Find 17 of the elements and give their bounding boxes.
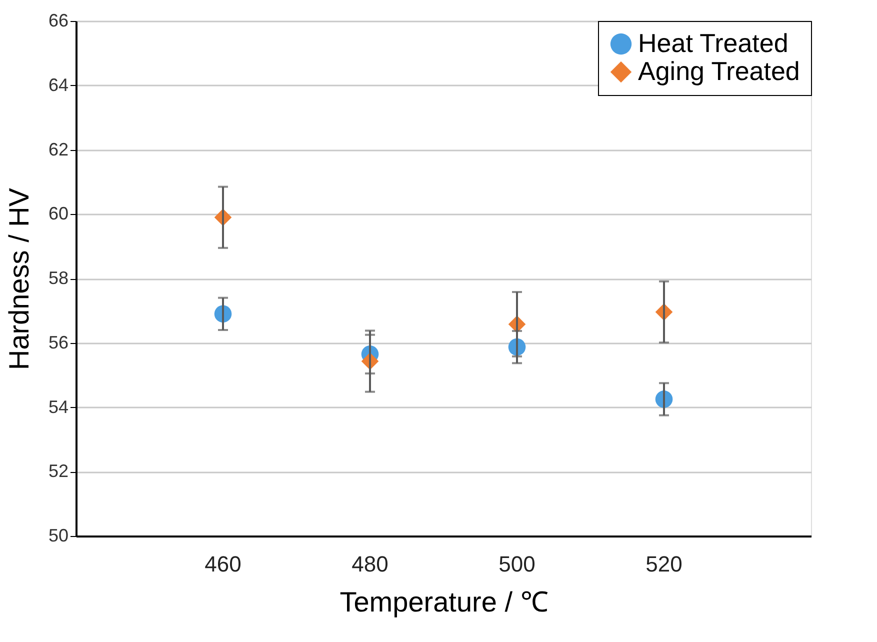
y-tick-label: 52 [48,461,68,482]
x-axis-title: Temperature / ℃ [340,586,548,618]
y-tick-label: 60 [48,204,68,224]
y-axis-title: Hardness / HV [3,188,34,370]
x-tick-label: 480 [352,552,388,576]
y-tick-label: 50 [48,526,68,546]
x-tick-label: 460 [204,552,242,576]
y-tick-label: 62 [48,139,68,160]
x-tick-label: 520 [646,552,682,576]
y-tick-label: 66 [48,10,68,30]
x-tick-label: 500 [498,552,536,576]
y-tick-label: 58 [48,268,68,288]
y-tick-label: 56 [48,332,68,352]
legend-label: Heat Treated [638,28,788,58]
y-tick-label: 54 [48,396,68,417]
legend-label: Aging Treated [638,56,800,86]
y-tick-label: 64 [48,74,68,95]
